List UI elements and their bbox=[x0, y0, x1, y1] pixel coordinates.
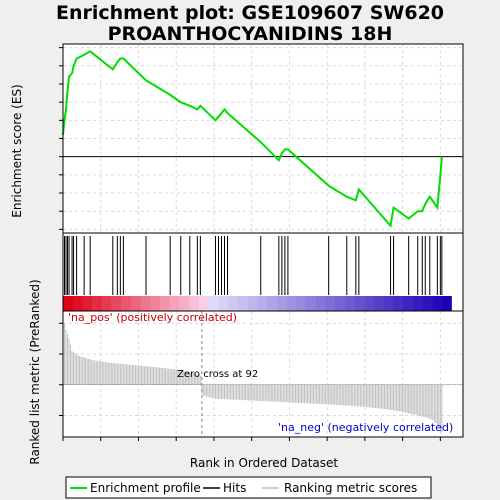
gradient-segment bbox=[111, 296, 122, 311]
gradient-segment bbox=[373, 296, 384, 311]
gradient-segment bbox=[393, 296, 404, 311]
legend-box bbox=[65, 476, 432, 499]
gradient-segment bbox=[82, 296, 93, 311]
chart-title-line1: Enrichment plot: GSE109607 SW620 bbox=[55, 2, 445, 24]
gradient-segment bbox=[208, 296, 219, 311]
gradient-segment bbox=[383, 296, 394, 311]
zero-cross-label: Zero cross at 92 bbox=[177, 369, 258, 380]
gradient-segment bbox=[344, 296, 355, 311]
x-axis-label: Rank in Ordered Dataset bbox=[190, 456, 338, 470]
es-series-line bbox=[62, 50, 443, 228]
gradient-segment bbox=[218, 296, 229, 311]
gradient-segment bbox=[412, 296, 423, 311]
legend: Enrichment profile Hits Ranking metric s… bbox=[65, 476, 432, 499]
legend-ranking-label: Ranking metric scores bbox=[284, 481, 417, 495]
gradient-segment bbox=[150, 296, 161, 311]
gradient-segment bbox=[441, 296, 452, 311]
gradient-segment bbox=[403, 296, 413, 311]
neg-correlated-label: 'na_neg' (negatively correlated) bbox=[278, 421, 453, 434]
gradient-segment bbox=[169, 296, 180, 311]
pos-correlated-label: 'na_pos' (positively correlated) bbox=[68, 311, 237, 324]
gradient-segment bbox=[257, 296, 268, 311]
gradient-segment bbox=[121, 296, 132, 311]
chart-title-line2: PROANTHOCYANIDINS 18H bbox=[107, 23, 393, 45]
legend-hits-label: Hits bbox=[223, 481, 246, 495]
gradient-segment bbox=[160, 296, 171, 311]
gradient-segment bbox=[286, 296, 297, 311]
gradient-segment bbox=[131, 296, 141, 311]
gradient-segment bbox=[364, 296, 375, 311]
rank-panel-frame bbox=[62, 310, 464, 438]
gradient-segment bbox=[296, 296, 307, 311]
gradient-segment bbox=[276, 296, 287, 311]
gradient-segment bbox=[267, 296, 277, 311]
gradient-segment bbox=[247, 296, 258, 311]
gradient-segment bbox=[101, 296, 112, 311]
gradient-segment bbox=[325, 296, 336, 311]
gradient-segment bbox=[237, 296, 248, 311]
gradient-segment bbox=[199, 296, 209, 311]
gradient-segment bbox=[354, 296, 365, 311]
gradient-segment bbox=[315, 296, 326, 311]
gradient-segment bbox=[432, 296, 443, 311]
gradient-segment bbox=[179, 296, 190, 311]
gradient-segment bbox=[305, 296, 316, 311]
gradient-segment bbox=[140, 296, 151, 311]
es-axis-label: Enrichment score (ES) bbox=[10, 84, 24, 217]
gradient-segment bbox=[228, 296, 239, 311]
gradient-segment bbox=[335, 296, 345, 311]
gradient-segment bbox=[63, 296, 73, 311]
gradient-segment bbox=[422, 296, 433, 311]
gradient-segment bbox=[92, 296, 103, 311]
rank-axis-label: Ranked list metric (PreRanked) bbox=[28, 279, 42, 464]
gradient-segment bbox=[189, 296, 200, 311]
legend-es-label: Enrichment profile bbox=[90, 481, 201, 495]
gradient-segment bbox=[72, 296, 83, 311]
